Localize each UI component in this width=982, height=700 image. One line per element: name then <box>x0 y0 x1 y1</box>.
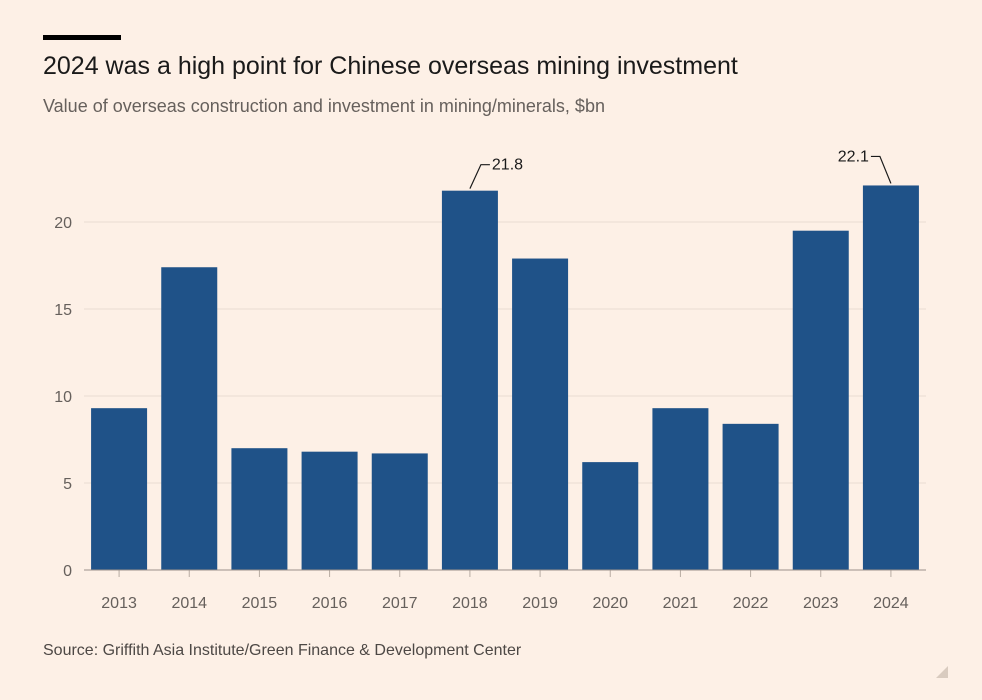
bar-2019 <box>512 258 569 570</box>
title-accent-bar <box>43 35 121 40</box>
x-tick-label-2022: 2022 <box>733 595 769 612</box>
bar-2016 <box>301 451 358 570</box>
y-tick-label-0: 0 <box>63 563 72 580</box>
chart-title: 2024 was a high point for Chinese overse… <box>43 52 738 80</box>
x-tick-label-2016: 2016 <box>312 595 348 612</box>
x-tick-label-2020: 2020 <box>592 595 628 612</box>
bar-2021 <box>652 408 709 570</box>
x-tick-label-2024: 2024 <box>873 595 909 612</box>
x-tick-label-2021: 2021 <box>663 595 699 612</box>
resize-corner-icon <box>936 666 948 678</box>
bar-2020 <box>582 462 639 570</box>
y-tick-label-20: 20 <box>54 215 72 232</box>
annotation-leader-2018 <box>469 164 490 189</box>
x-tick-label-2019: 2019 <box>522 595 558 612</box>
data-label-2024: 22.1 <box>838 148 869 165</box>
x-tick-label-2017: 2017 <box>382 595 418 612</box>
bar-2022 <box>722 423 779 570</box>
bar-2017 <box>371 453 428 570</box>
source-note: Source: Griffith Asia Institute/Green Fi… <box>43 642 522 659</box>
bar-2023 <box>792 230 849 570</box>
bar-2015 <box>231 448 288 570</box>
y-tick-label-15: 15 <box>54 302 72 319</box>
annotation-leader-2024 <box>870 155 892 184</box>
x-tick-label-2015: 2015 <box>242 595 278 612</box>
chart-subtitle: Value of overseas construction and inves… <box>43 96 605 116</box>
x-tick-label-2018: 2018 <box>452 595 488 612</box>
bar-2024 <box>862 185 919 570</box>
x-tick-label-2023: 2023 <box>803 595 839 612</box>
x-tick-label-2014: 2014 <box>171 595 207 612</box>
bar-2014 <box>161 267 218 570</box>
bar-2013 <box>91 408 148 570</box>
bar-2018 <box>441 190 498 570</box>
y-tick-label-10: 10 <box>54 389 72 406</box>
y-tick-label-5: 5 <box>63 476 72 493</box>
data-label-2018: 21.8 <box>492 157 523 174</box>
x-tick-label-2013: 2013 <box>101 595 137 612</box>
